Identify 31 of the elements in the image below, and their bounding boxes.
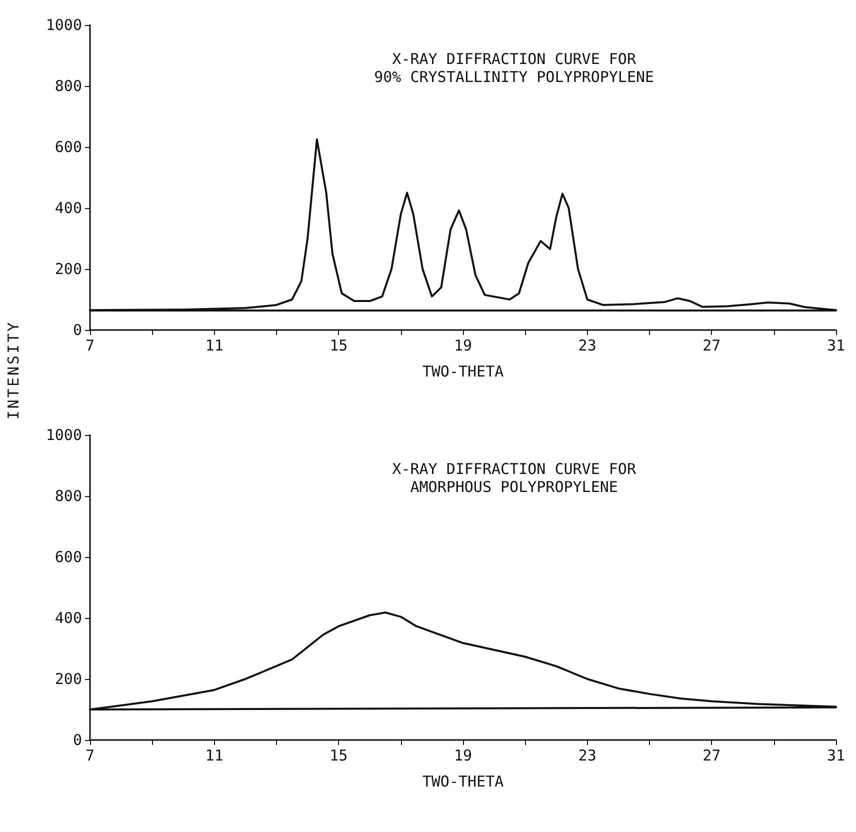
- text: X-RAY DIFFRACTION CURVE FOR AMORPHOUS POLYPROPYLENE: [392, 460, 637, 496]
- x-tick-label: 11: [205, 336, 224, 354]
- y-tick-label: 200: [54, 260, 82, 278]
- x-tick-label: 7: [85, 746, 95, 764]
- x-tick-label: 27: [702, 746, 721, 764]
- x-tick-label: 15: [330, 336, 348, 354]
- x-tick-label: 23: [578, 336, 596, 354]
- y-tick-label: 0: [72, 731, 82, 749]
- x-tick-label: 15: [330, 746, 348, 764]
- x-tick-label: 31: [826, 336, 846, 354]
- y-axis-title: INTENSITY: [5, 320, 23, 420]
- text: X-RAY DIFFRACTION CURVE FOR 90% CRYSTALLINITY POLYPROPYLENE: [374, 50, 654, 86]
- y-tick-label: 1000: [46, 426, 82, 444]
- y-tick-label: 200: [54, 670, 82, 688]
- y-tick-label: 0: [72, 321, 82, 339]
- x-tick-label: 11: [205, 746, 224, 764]
- y-tick-label: 400: [54, 199, 82, 217]
- y-tick-label: 800: [54, 77, 82, 95]
- x-tick-label: 19: [454, 336, 472, 354]
- x-tick-label: 23: [578, 746, 596, 764]
- y-tick-label: 1000: [46, 16, 82, 34]
- y-tick-label: 600: [54, 138, 82, 156]
- x-axis-title: TWO-THETA: [422, 362, 504, 380]
- y-tick-label: 600: [54, 548, 82, 566]
- x-axis-title: TWO-THETA: [422, 772, 504, 790]
- x-tick-label: 19: [454, 746, 472, 764]
- x-tick-label: 31: [826, 746, 846, 764]
- x-tick-label: 7: [85, 336, 95, 354]
- y-tick-label: 800: [54, 487, 82, 505]
- x-tick-label: 27: [702, 336, 721, 354]
- y-tick-label: 400: [54, 609, 82, 627]
